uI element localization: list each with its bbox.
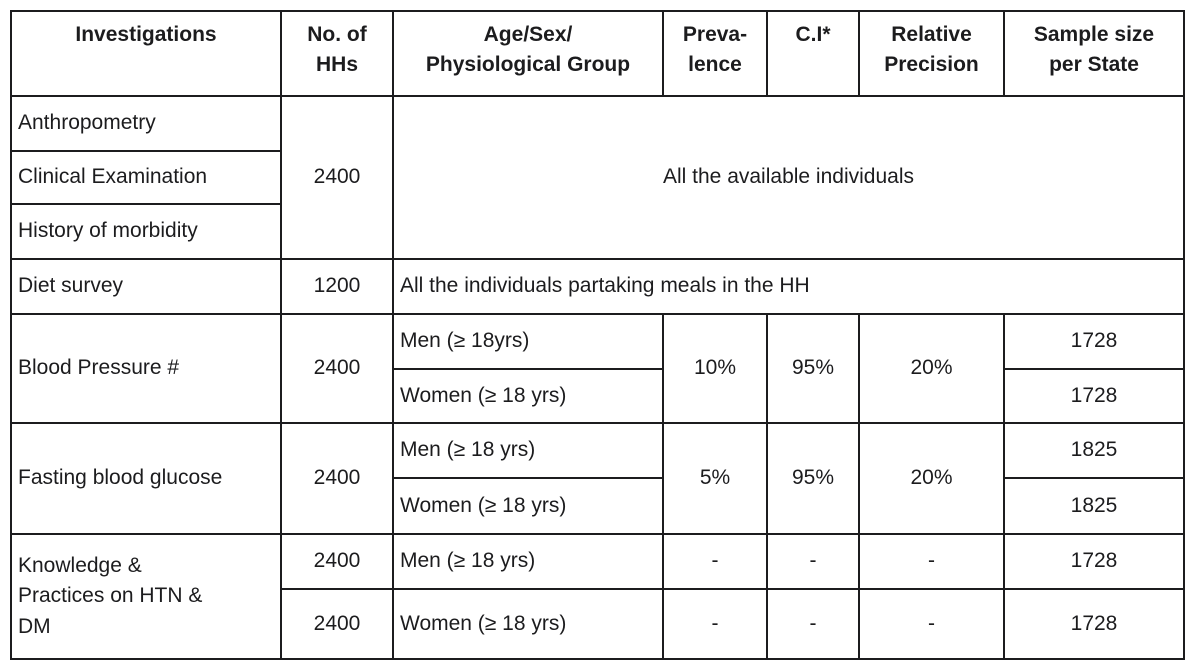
cell-sample-knowledge-men: 1728 — [1003, 533, 1185, 590]
cell-ci-knowledge-men: - — [766, 533, 860, 590]
cell-investigation-history-of-morbidity: History of morbidity — [10, 203, 282, 260]
col-header-ci: C.I* — [766, 10, 860, 97]
cell-group-note-diet-survey: All the individuals partaking meals in t… — [392, 258, 1185, 315]
table-row-blood-pressure-women: Women (≥ 18 yrs) 1728 — [11, 368, 1185, 424]
cell-group-fbg-men: Men (≥ 18 yrs) — [392, 422, 664, 479]
table-row-blood-pressure-men: Blood Pressure # 2400 Men (≥ 18yrs) 10% … — [10, 313, 1185, 424]
cell-group-knowledge-women: Women (≥ 18 yrs) — [392, 588, 664, 660]
table-row-diet-survey: Diet survey 1200 All the individuals par… — [10, 258, 1185, 315]
cell-investigation-knowledge: Knowledge & Practices on HTN & DM — [10, 533, 282, 660]
cell-sample-fbg-women: 1825 — [1003, 477, 1185, 535]
cell-group-bp-women: Women (≥ 18 yrs) — [392, 368, 664, 424]
cell-sample-fbg-men: 1825 — [1003, 422, 1185, 479]
cell-sample-knowledge-women: 1728 — [1003, 588, 1185, 660]
col-header-prevalence: Preva- lence — [662, 10, 768, 97]
cell-hhs-knowledge-women: 2400 — [280, 588, 394, 660]
cell-sample-bp-women: 1728 — [1003, 368, 1185, 424]
cell-sample-bp-men: 1728 — [1003, 313, 1185, 370]
cell-investigation-diet-survey: Diet survey — [10, 258, 282, 315]
table-row-fasting-glucose-women: Women (≥ 18 yrs) 1825 — [11, 477, 1185, 535]
cell-relative-precision-knowledge-men: - — [858, 533, 1005, 590]
cell-group-note-anthro-block: All the available individuals — [392, 95, 1185, 260]
cell-relative-precision-knowledge-women: - — [858, 588, 1005, 660]
cell-hhs-blood-pressure: 2400 — [280, 313, 394, 424]
cell-investigation-clinical-examination: Clinical Examination — [10, 150, 282, 205]
table-row-history-of-morbidity: History of morbidity — [10, 203, 1184, 260]
cell-hhs-fasting-glucose: 2400 — [280, 422, 394, 535]
cell-hhs-knowledge-men: 2400 — [280, 533, 394, 590]
table-row-clinical-examination: Clinical Examination — [10, 150, 1184, 205]
table-header-row: Investigations No. of HHs Age/Sex/ Physi… — [10, 10, 1185, 97]
cell-relative-precision-fasting-glucose: 20% — [858, 422, 1005, 535]
table-row-knowledge-women: 2400 Women (≥ 18 yrs) - - - 1728 — [11, 588, 1185, 660]
cell-group-knowledge-men: Men (≥ 18 yrs) — [392, 533, 664, 590]
cell-prevalence-knowledge-women: - — [662, 588, 768, 660]
col-header-age-sex-group: Age/Sex/ Physiological Group — [392, 10, 664, 97]
col-header-sample-size: Sample size per State — [1003, 10, 1185, 97]
cell-investigation-anthropometry: Anthropometry — [10, 95, 282, 152]
col-header-no-of-hhs: No. of HHs — [280, 10, 394, 97]
cell-investigation-fasting-glucose: Fasting blood glucose — [10, 422, 282, 535]
col-header-relative-precision: Relative Precision — [858, 10, 1005, 97]
survey-sampling-table: Investigations No. of HHs Age/Sex/ Physi… — [10, 10, 1185, 660]
cell-ci-blood-pressure: 95% — [766, 313, 860, 424]
cell-hhs-diet-survey: 1200 — [280, 258, 394, 315]
cell-group-fbg-women: Women (≥ 18 yrs) — [392, 477, 664, 535]
cell-ci-fasting-glucose: 95% — [766, 422, 860, 535]
table-row-knowledge-men: Knowledge & Practices on HTN & DM 2400 M… — [10, 533, 1185, 660]
table-row-fasting-glucose-men: Fasting blood glucose 2400 Men (≥ 18 yrs… — [10, 422, 1185, 535]
cell-group-bp-men: Men (≥ 18yrs) — [392, 313, 664, 370]
cell-investigation-blood-pressure: Blood Pressure # — [10, 313, 282, 424]
col-header-investigations: Investigations — [10, 10, 282, 97]
cell-ci-knowledge-women: - — [766, 588, 860, 660]
table-row-anthropometry: Anthropometry 2400 All the available ind… — [10, 95, 1185, 260]
cell-prevalence-knowledge-men: - — [662, 533, 768, 590]
cell-relative-precision-blood-pressure: 20% — [858, 313, 1005, 424]
cell-prevalence-blood-pressure: 10% — [662, 313, 768, 424]
cell-hhs-anthro-block: 2400 — [280, 95, 394, 260]
cell-prevalence-fasting-glucose: 5% — [662, 422, 768, 535]
